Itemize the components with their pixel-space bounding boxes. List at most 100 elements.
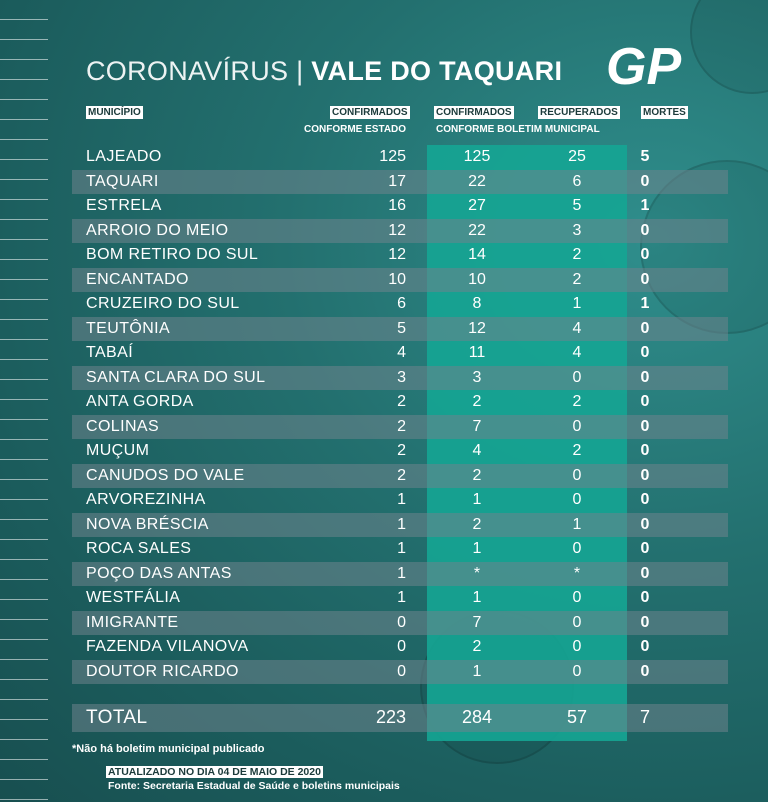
municipio-cell: TAQUARI: [86, 172, 159, 190]
municipio-cell: NOVA BRÉSCIA: [86, 515, 209, 533]
title-part-2: VALE DO TAQUARI: [311, 56, 563, 86]
recuperados-cell: 2: [572, 393, 582, 411]
recuperados-cell: 1: [572, 295, 582, 313]
source-label: Fonte: Secretaria Estadual de Saúde e bo…: [108, 780, 400, 792]
confirmados-estado-cell: 1: [397, 540, 406, 558]
mortes-cell: 0: [640, 613, 650, 631]
confirmados-estado-cell: 3: [397, 368, 406, 386]
confirmados-boletim-cell: 14: [468, 246, 486, 264]
recuperados-cell: 0: [572, 662, 582, 680]
table-row: ARROIO DO MEIO 12 22 3 0: [72, 218, 728, 243]
recuperados-cell: 4: [572, 319, 582, 337]
confirmados-boletim-cell: 8: [472, 295, 482, 313]
recuperados-cell: 0: [572, 613, 582, 631]
recuperados-cell: 0: [572, 491, 582, 509]
recuperados-cell: 3: [572, 221, 582, 239]
mortes-cell: 0: [640, 442, 650, 460]
recuperados-cell: 25: [568, 148, 586, 166]
page-title: CORONAVÍRUS | VALE DO TAQUARI: [86, 56, 562, 87]
recuperados-cell: 0: [572, 368, 582, 386]
municipio-cell: ARROIO DO MEIO: [86, 221, 229, 239]
municipio-cell: COLINAS: [86, 417, 160, 435]
header-confirmados-estado: CONFIRMADOS: [330, 106, 410, 119]
confirmados-estado-cell: 0: [397, 662, 406, 680]
mortes-cell: 0: [640, 491, 650, 509]
confirmados-boletim-cell: 11: [468, 344, 486, 362]
confirmados-boletim-cell: 7: [472, 417, 482, 435]
footnote: *Não há boletim municipal publicado: [72, 743, 265, 755]
municipio-cell: TABAÍ: [86, 344, 134, 362]
confirmados-estado-cell: 12: [388, 221, 406, 239]
confirmados-boletim-cell: *: [473, 564, 481, 582]
table-row: ANTA GORDA 2 2 2 0: [72, 390, 728, 415]
mortes-cell: 0: [640, 515, 650, 533]
table-row: SANTA CLARA DO SUL 3 3 0 0: [72, 365, 728, 390]
mortes-cell: 1: [640, 295, 650, 313]
table-row: BOM RETIRO DO SUL 12 14 2 0: [72, 243, 728, 268]
confirmados-boletim-cell: 1: [472, 491, 482, 509]
confirmados-estado-cell: 2: [397, 442, 406, 460]
title-part-1: CORONAVÍRUS |: [86, 56, 312, 86]
confirmados-boletim-cell: 1: [472, 540, 482, 558]
total-recuperados: 57: [566, 707, 588, 727]
mortes-cell: 1: [640, 197, 650, 215]
total-estado: 223: [375, 707, 406, 727]
recuperados-cell: 0: [572, 638, 582, 656]
municipio-cell: SANTA CLARA DO SUL: [86, 368, 266, 386]
recuperados-cell: 0: [572, 417, 582, 435]
table-row: DOUTOR RICARDO 0 1 0 0: [72, 659, 728, 684]
table-row: WESTFÁLIA 1 1 0 0: [72, 586, 728, 611]
updated-label: ATUALIZADO NO DIA 04 DE MAIO DE 2020: [106, 766, 323, 778]
table-row: POÇO DAS ANTAS 1 * * 0: [72, 561, 728, 586]
header-confirmados-boletim: CONFIRMADOS: [434, 106, 514, 119]
header-municipio: MUNICÍPIO: [86, 106, 143, 119]
confirmados-boletim-cell: 2: [472, 515, 482, 533]
confirmados-boletim-cell: 7: [472, 613, 482, 631]
table-row: NOVA BRÉSCIA 1 2 1 0: [72, 512, 728, 537]
highlight-column: [427, 145, 627, 741]
confirmados-boletim-cell: 1: [472, 662, 482, 680]
municipio-cell: BOM RETIRO DO SUL: [86, 246, 259, 264]
recuperados-cell: 2: [572, 246, 582, 264]
mortes-cell: 0: [640, 270, 650, 288]
municipio-cell: ROCA SALES: [86, 540, 192, 558]
mortes-cell: 0: [640, 172, 650, 190]
municipio-cell: ARVOREZINHA: [86, 491, 206, 509]
mortes-cell: 0: [640, 638, 650, 656]
decorative-lines: [0, 0, 48, 802]
total-mortes: 7: [639, 707, 650, 727]
municipio-cell: POÇO DAS ANTAS: [86, 564, 232, 582]
confirmados-estado-cell: 0: [397, 613, 406, 631]
confirmados-boletim-cell: 22: [468, 221, 486, 239]
table-row: ENCANTADO 10 10 2 0: [72, 267, 728, 292]
municipio-cell: ANTA GORDA: [86, 393, 194, 411]
table-row: IMIGRANTE 0 7 0 0: [72, 610, 728, 635]
recuperados-cell: 2: [572, 270, 582, 288]
confirmados-estado-cell: 5: [397, 319, 406, 337]
mortes-cell: 0: [640, 589, 650, 607]
mortes-cell: 5: [640, 148, 650, 166]
gp-logo: GP: [604, 38, 700, 96]
table-row: LAJEADO 125 125 25 5: [72, 145, 728, 170]
mortes-cell: 0: [640, 393, 650, 411]
table-row: MUÇUM 2 4 2 0: [72, 439, 728, 464]
table-row: ESTRELA 16 27 5 1: [72, 194, 728, 219]
mortes-cell: 0: [640, 662, 650, 680]
mortes-cell: 0: [640, 466, 650, 484]
table-row: COLINAS 2 7 0 0: [72, 414, 728, 439]
municipio-cell: CRUZEIRO DO SUL: [86, 295, 240, 313]
table-row: ROCA SALES 1 1 0 0: [72, 537, 728, 562]
confirmados-boletim-cell: 27: [468, 197, 486, 215]
confirmados-boletim-cell: 4: [472, 442, 482, 460]
recuperados-cell: 1: [572, 515, 582, 533]
confirmados-estado-cell: 6: [397, 295, 406, 313]
recuperados-cell: 0: [572, 589, 582, 607]
confirmados-estado-cell: 1: [397, 564, 406, 582]
municipio-cell: TEUTÔNIA: [86, 319, 171, 337]
municipio-cell: CANUDOS DO VALE: [86, 466, 245, 484]
confirmados-estado-cell: 16: [388, 197, 406, 215]
table-row: CANUDOS DO VALE 2 2 0 0: [72, 463, 728, 488]
municipio-cell: ENCANTADO: [86, 270, 189, 288]
municipio-cell: DOUTOR RICARDO: [86, 662, 239, 680]
